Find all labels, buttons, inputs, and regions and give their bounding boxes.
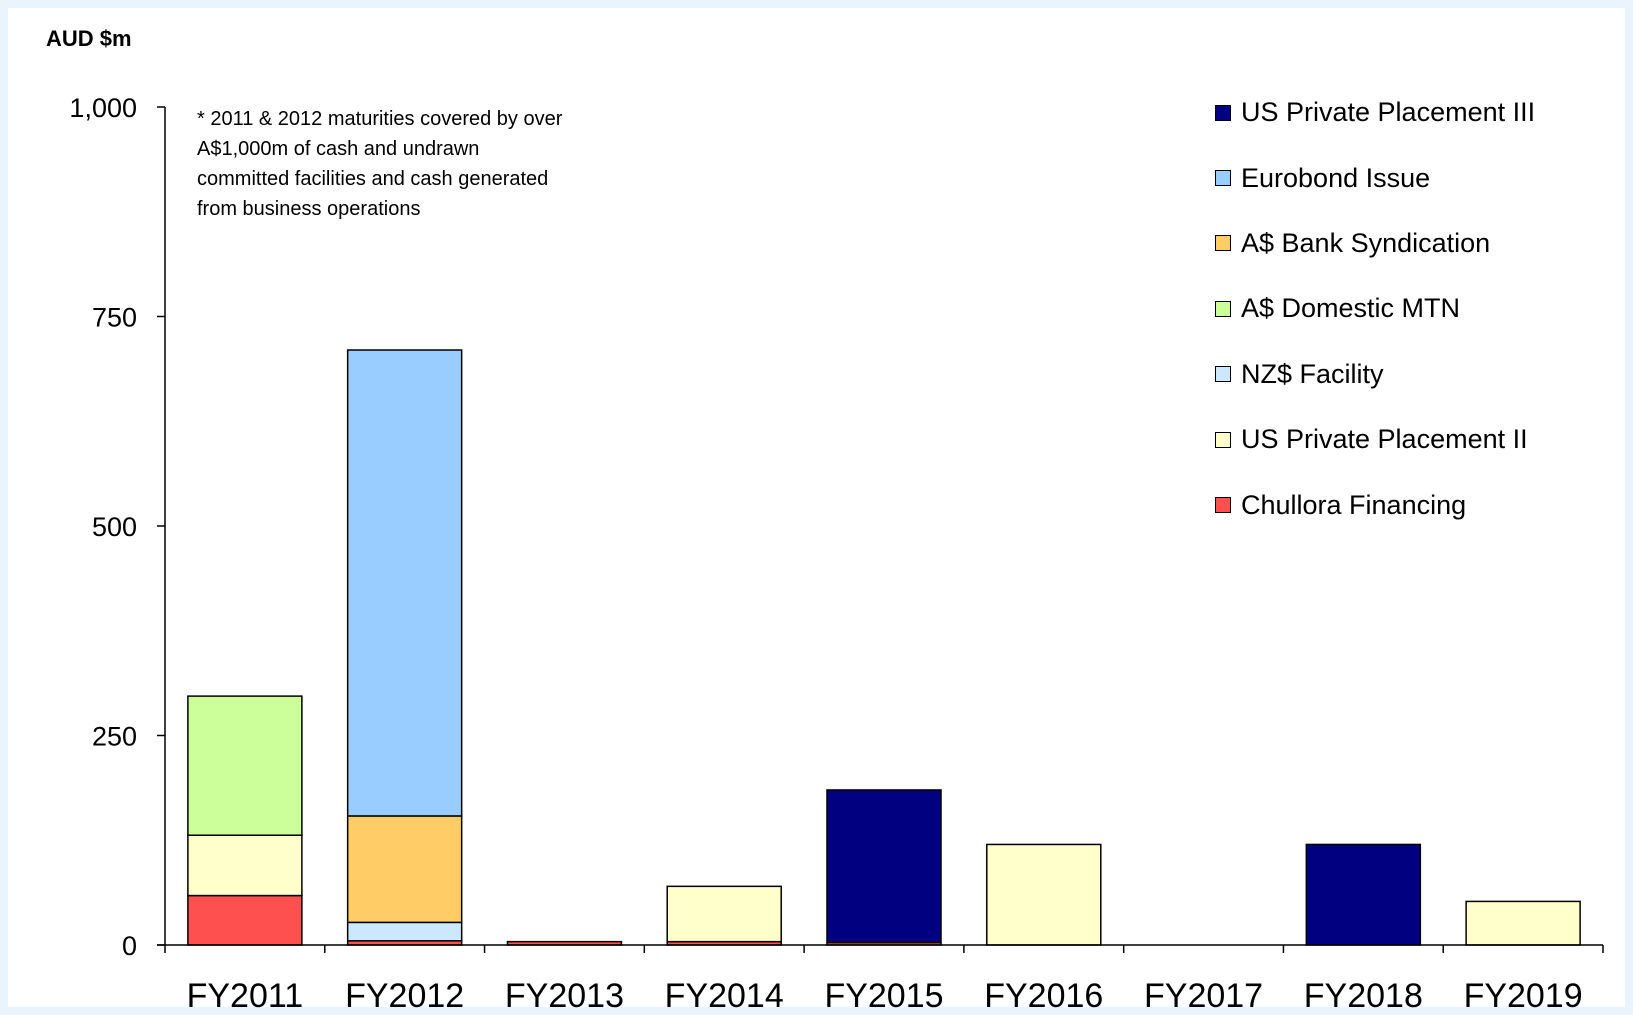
bar-segment [187, 834, 303, 897]
footnote-line: committed facilities and cash generated [197, 168, 549, 190]
legend-label: A$ Domestic MTN [1241, 293, 1461, 324]
bar-segment [187, 894, 303, 946]
y-tick-label: 750 [92, 303, 137, 333]
footnote-line: * 2011 & 2012 maturities covered by over [197, 108, 563, 130]
y-tick-label: 0 [122, 931, 137, 961]
legend-item: Eurobond Issue [1215, 145, 1615, 210]
legend-swatch [1215, 104, 1231, 121]
legend-swatch [1215, 497, 1231, 514]
bar-segment [1465, 900, 1581, 946]
footnote-line: A$1,000m of cash and undrawn [197, 138, 480, 160]
chart-footnote: * 2011 & 2012 maturities covered by over… [197, 104, 637, 224]
chart-legend: US Private Placement III Eurobond Issue A$… [1215, 80, 1615, 538]
legend-item: NZ$ Facility [1215, 342, 1615, 407]
footnote-line: from business operations [197, 198, 421, 220]
bar-segment [187, 695, 303, 836]
legend-label: US Private Placement II [1241, 424, 1528, 455]
x-tick-label: FY2012 [345, 977, 464, 1015]
bar-segment [986, 843, 1102, 946]
bars-group [187, 349, 1581, 946]
legend-item: US Private Placement II [1215, 407, 1615, 472]
x-tick-label: FY2019 [1464, 977, 1583, 1015]
legend-label: Chullora Financing [1241, 489, 1467, 520]
x-tick-label: FY2011 [187, 977, 304, 1015]
x-tick-label: FY2016 [984, 977, 1103, 1015]
legend-item: Chullora Financing [1215, 472, 1615, 537]
legend-swatch [1215, 170, 1231, 187]
y-axis-unit-label: AUD $m [46, 26, 132, 51]
x-tick-label: FY2017 [1144, 977, 1263, 1015]
bar-segment [666, 885, 782, 943]
legend-item: A$ Domestic MTN [1215, 276, 1615, 341]
legend-label: A$ Bank Syndication [1241, 227, 1491, 258]
legend-label: NZ$ Facility [1241, 358, 1384, 389]
legend-item: US Private Placement III [1215, 80, 1615, 145]
bar-segment [1305, 843, 1422, 946]
bar-segment [346, 349, 463, 817]
y-tick-label: 1,000 [69, 93, 137, 123]
legend-swatch [1215, 431, 1231, 448]
legend-item: A$ Bank Syndication [1215, 211, 1615, 276]
legend-label: US Private Placement III [1241, 97, 1536, 128]
x-tick-label: FY2013 [505, 977, 624, 1015]
bar-segment [346, 921, 463, 942]
x-tick-label: FY2015 [824, 977, 943, 1015]
y-tick-label: 500 [92, 512, 137, 542]
x-tick-label: FY2018 [1304, 977, 1423, 1015]
legend-swatch [1215, 366, 1231, 383]
y-tick-label: 250 [92, 722, 137, 752]
legend-label: Eurobond Issue [1241, 162, 1431, 193]
bar-segment [826, 789, 942, 944]
legend-swatch [1215, 300, 1231, 317]
bar-segment [346, 815, 463, 924]
legend-swatch [1215, 235, 1231, 252]
x-tick-label: FY2014 [665, 977, 784, 1015]
